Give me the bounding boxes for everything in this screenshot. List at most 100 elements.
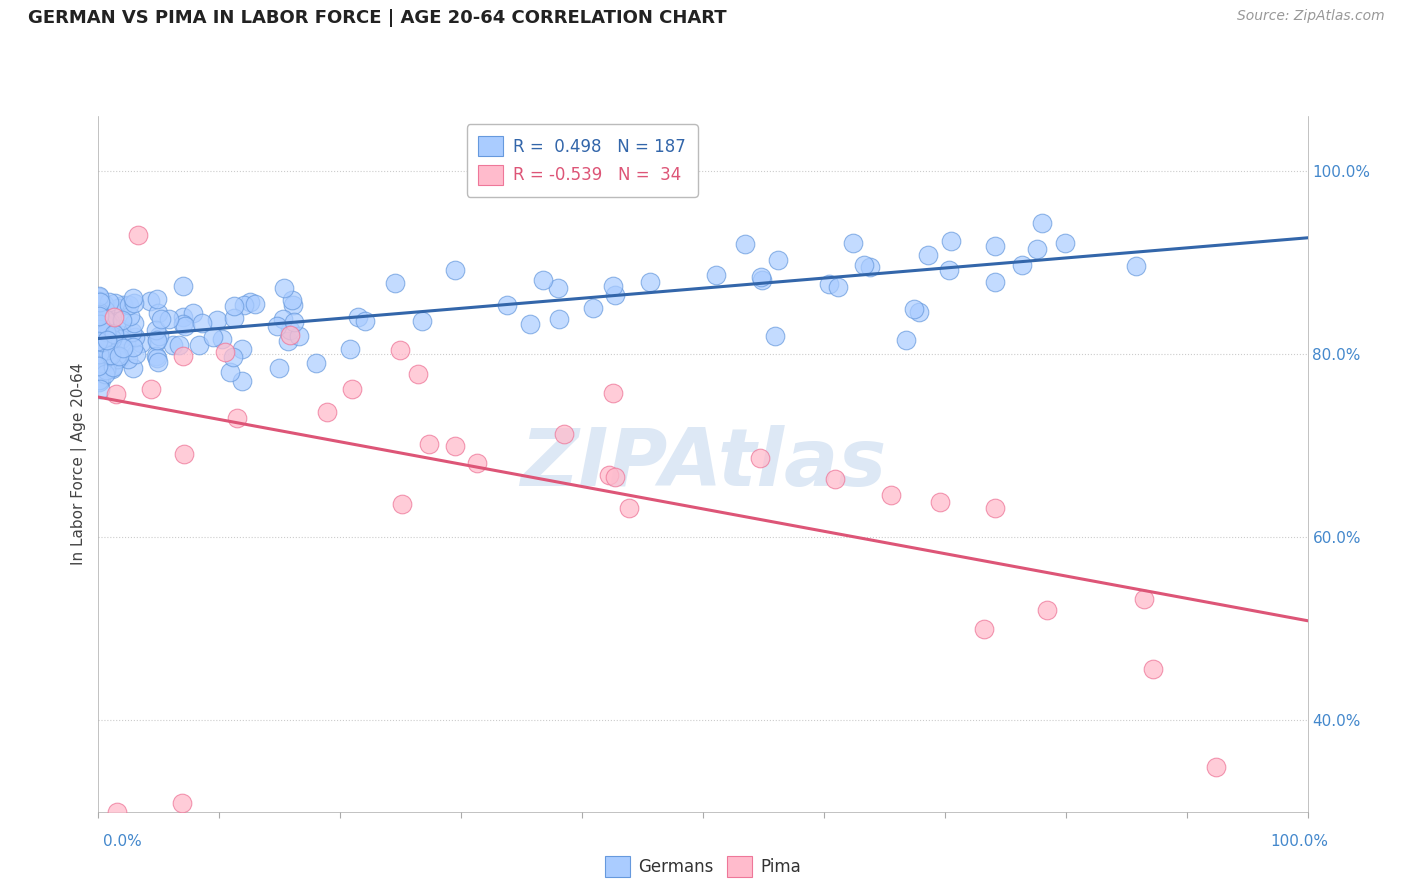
Point bbox=[146, 351, 169, 366]
Point bbox=[211, 333, 233, 347]
Point bbox=[984, 501, 1007, 516]
Point bbox=[938, 263, 960, 277]
Point bbox=[766, 253, 789, 268]
Point bbox=[87, 332, 110, 346]
Point bbox=[704, 268, 727, 282]
Point bbox=[316, 405, 339, 419]
Point bbox=[97, 326, 120, 340]
Point bbox=[87, 305, 110, 319]
Point bbox=[751, 273, 773, 287]
Point bbox=[172, 310, 194, 324]
Point bbox=[97, 327, 120, 342]
Point bbox=[96, 334, 118, 348]
Point bbox=[89, 294, 111, 309]
Text: 100.0%: 100.0% bbox=[1271, 834, 1329, 849]
Point bbox=[1054, 236, 1077, 251]
Point bbox=[939, 234, 962, 248]
Point bbox=[170, 796, 193, 810]
Point bbox=[87, 314, 110, 328]
Point bbox=[87, 322, 110, 336]
Point bbox=[495, 298, 517, 312]
Point bbox=[87, 293, 110, 308]
Point bbox=[103, 327, 125, 342]
Point bbox=[90, 314, 112, 328]
Point bbox=[96, 343, 118, 358]
Point bbox=[638, 276, 661, 290]
Point bbox=[167, 338, 190, 352]
Point bbox=[108, 349, 131, 363]
Point bbox=[103, 310, 125, 324]
Point bbox=[908, 304, 931, 318]
Point bbox=[239, 294, 262, 309]
Point bbox=[605, 470, 627, 484]
Point bbox=[103, 359, 125, 374]
Text: GERMAN VS PIMA IN LABOR FORCE | AGE 20-64 CORRELATION CHART: GERMAN VS PIMA IN LABOR FORCE | AGE 20-6… bbox=[28, 9, 727, 27]
Point bbox=[225, 411, 247, 425]
Point bbox=[880, 488, 903, 502]
Point bbox=[582, 301, 605, 315]
Point bbox=[87, 310, 110, 324]
Point bbox=[122, 361, 145, 376]
Point bbox=[188, 338, 211, 352]
Point bbox=[145, 350, 167, 364]
Point bbox=[824, 472, 846, 486]
Text: 0.0%: 0.0% bbox=[103, 834, 142, 849]
Point bbox=[112, 298, 135, 312]
Point bbox=[93, 296, 115, 310]
Point bbox=[96, 333, 118, 347]
Point bbox=[96, 325, 118, 339]
Point bbox=[98, 349, 121, 363]
Point bbox=[96, 315, 118, 329]
Point bbox=[100, 348, 122, 362]
Point bbox=[278, 322, 301, 336]
Point bbox=[146, 334, 169, 348]
Point bbox=[222, 310, 245, 325]
Point bbox=[444, 439, 467, 453]
Point bbox=[172, 279, 194, 293]
Point bbox=[104, 387, 127, 401]
Point bbox=[127, 227, 149, 242]
Point bbox=[87, 359, 110, 373]
Point bbox=[602, 385, 624, 400]
Point bbox=[87, 344, 110, 359]
Point bbox=[205, 313, 228, 327]
Point bbox=[749, 269, 772, 284]
Point bbox=[87, 373, 110, 387]
Point bbox=[94, 312, 117, 326]
Point bbox=[148, 329, 170, 343]
Point bbox=[1025, 242, 1047, 256]
Point bbox=[87, 375, 110, 389]
Point bbox=[278, 327, 301, 342]
Legend: Germans, Pima: Germans, Pima bbox=[599, 850, 807, 883]
Point bbox=[411, 314, 433, 328]
Point bbox=[111, 341, 134, 355]
Point bbox=[122, 296, 145, 310]
Text: Source: ZipAtlas.com: Source: ZipAtlas.com bbox=[1237, 9, 1385, 23]
Point bbox=[87, 322, 110, 336]
Point bbox=[617, 501, 640, 516]
Point bbox=[763, 329, 786, 343]
Point bbox=[110, 328, 132, 343]
Point bbox=[288, 329, 311, 343]
Point bbox=[183, 305, 205, 319]
Point bbox=[90, 365, 112, 379]
Point bbox=[121, 325, 143, 339]
Point bbox=[859, 260, 882, 274]
Point bbox=[96, 363, 118, 377]
Point bbox=[89, 322, 111, 336]
Point bbox=[97, 354, 120, 368]
Point bbox=[100, 309, 122, 323]
Point bbox=[87, 335, 110, 350]
Point bbox=[218, 366, 240, 380]
Point bbox=[749, 451, 772, 466]
Point bbox=[1142, 662, 1164, 676]
Point bbox=[89, 290, 111, 304]
Point bbox=[107, 301, 129, 315]
Point bbox=[124, 329, 146, 343]
Point bbox=[98, 318, 121, 333]
Point bbox=[973, 622, 995, 636]
Point bbox=[87, 322, 110, 336]
Point bbox=[105, 351, 128, 366]
Point bbox=[304, 356, 326, 370]
Point bbox=[110, 313, 132, 327]
